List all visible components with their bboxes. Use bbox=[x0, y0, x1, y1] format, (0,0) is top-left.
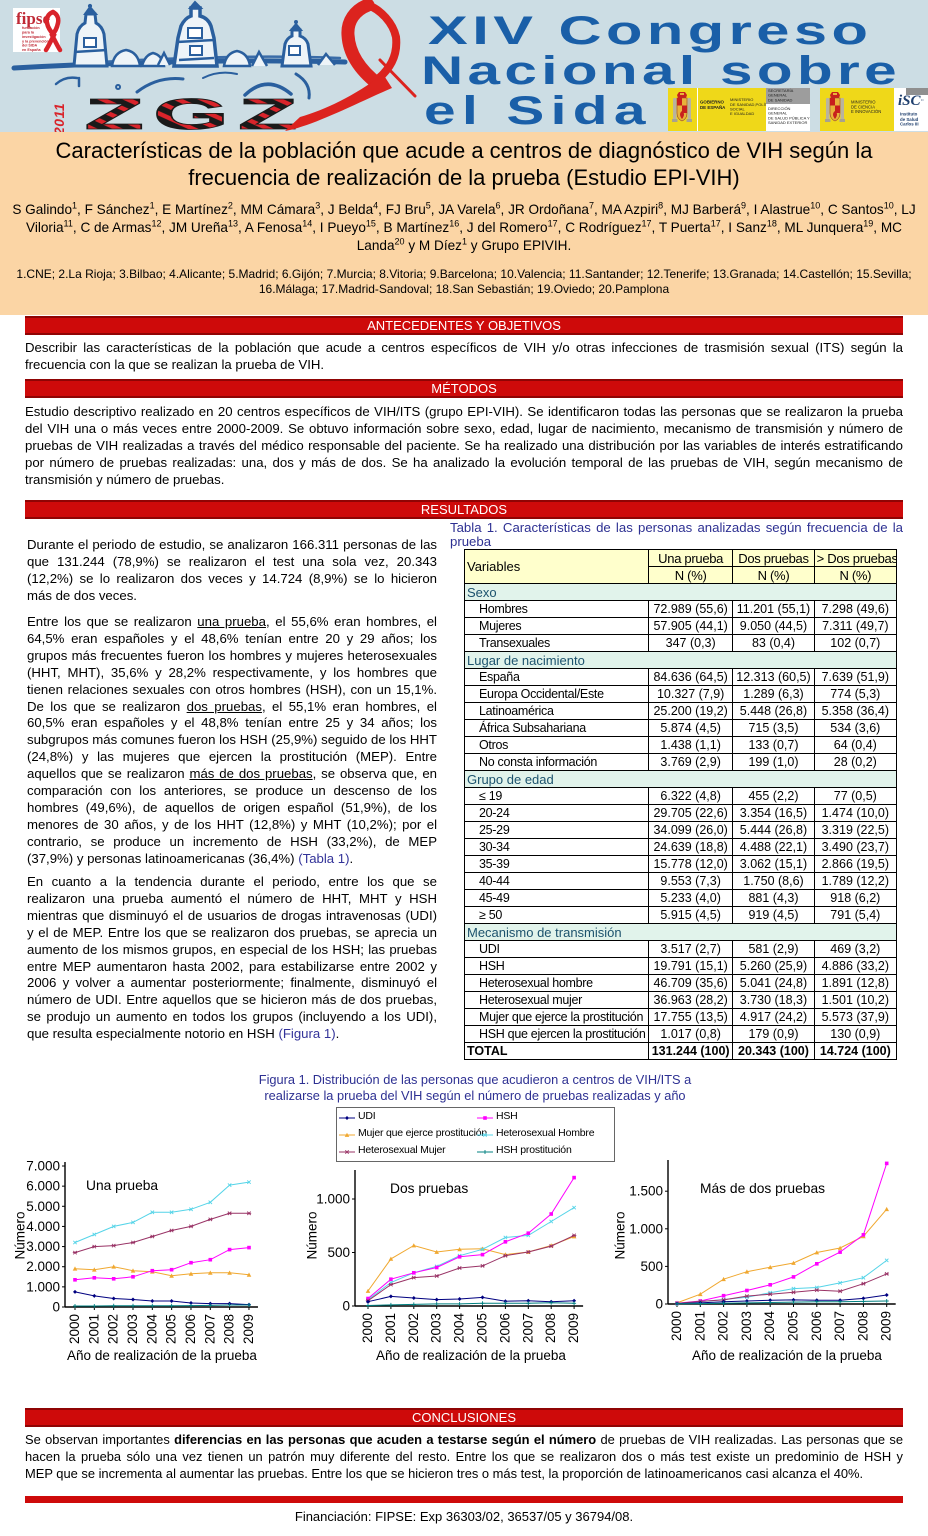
svg-text:2008: 2008 bbox=[855, 1311, 870, 1341]
svg-text:Una prueba: Una prueba bbox=[86, 1178, 158, 1193]
svg-text:2004: 2004 bbox=[762, 1311, 777, 1342]
svg-text:2002: 2002 bbox=[106, 1314, 121, 1344]
svg-text:2003: 2003 bbox=[125, 1314, 140, 1344]
svg-text:2000: 2000 bbox=[669, 1311, 684, 1341]
svg-text:2009: 2009 bbox=[879, 1311, 894, 1341]
svg-text:2004: 2004 bbox=[452, 1313, 467, 1344]
svg-text:2009: 2009 bbox=[241, 1314, 256, 1344]
svg-text:7.000: 7.000 bbox=[26, 1158, 60, 1173]
svg-text:ZGZ: ZGZ bbox=[84, 95, 306, 132]
svg-text:2008: 2008 bbox=[222, 1314, 237, 1344]
svg-text:3.000: 3.000 bbox=[26, 1239, 60, 1254]
svg-text:1.000: 1.000 bbox=[629, 1221, 663, 1236]
svg-text:2.000: 2.000 bbox=[26, 1259, 60, 1274]
svg-text:2000: 2000 bbox=[67, 1314, 82, 1344]
svg-text:2002: 2002 bbox=[406, 1313, 421, 1343]
svg-text:2001: 2001 bbox=[383, 1313, 398, 1343]
svg-text:2007: 2007 bbox=[202, 1314, 217, 1344]
svg-text:2007: 2007 bbox=[832, 1311, 847, 1341]
svg-text:Dos pruebas: Dos pruebas bbox=[390, 1181, 468, 1196]
svg-text:2006: 2006 bbox=[497, 1313, 512, 1343]
svg-text:2001: 2001 bbox=[86, 1314, 101, 1344]
svg-text:500: 500 bbox=[327, 1245, 350, 1260]
svg-text:2004: 2004 bbox=[144, 1314, 159, 1345]
svg-text:2000: 2000 bbox=[360, 1313, 375, 1343]
svg-text:2009: 2009 bbox=[566, 1313, 581, 1343]
svg-text:1.000: 1.000 bbox=[316, 1192, 350, 1207]
svg-text:500: 500 bbox=[640, 1259, 663, 1274]
svg-text:2008: 2008 bbox=[543, 1313, 558, 1343]
svg-text:2006: 2006 bbox=[183, 1314, 198, 1344]
svg-text:1.500: 1.500 bbox=[629, 1184, 663, 1199]
svg-text:2002: 2002 bbox=[716, 1311, 731, 1341]
svg-text:2005: 2005 bbox=[164, 1314, 179, 1344]
svg-text:2006: 2006 bbox=[809, 1311, 824, 1341]
svg-text:2005: 2005 bbox=[475, 1313, 490, 1343]
svg-text:0: 0 bbox=[655, 1297, 663, 1312]
svg-text:5.000: 5.000 bbox=[26, 1199, 60, 1214]
svg-text:2003: 2003 bbox=[739, 1311, 754, 1341]
svg-text:0: 0 bbox=[52, 1300, 60, 1315]
svg-text:2001: 2001 bbox=[692, 1311, 707, 1341]
svg-text:0: 0 bbox=[342, 1299, 350, 1314]
svg-text:2005: 2005 bbox=[786, 1311, 801, 1341]
svg-text:Más de dos pruebas: Más de dos pruebas bbox=[700, 1181, 825, 1196]
svg-text:6.000: 6.000 bbox=[26, 1179, 60, 1194]
svg-text:2007: 2007 bbox=[520, 1313, 535, 1343]
svg-text:1.000: 1.000 bbox=[26, 1279, 60, 1294]
svg-text:2003: 2003 bbox=[429, 1313, 444, 1343]
svg-text:4.000: 4.000 bbox=[26, 1219, 60, 1234]
